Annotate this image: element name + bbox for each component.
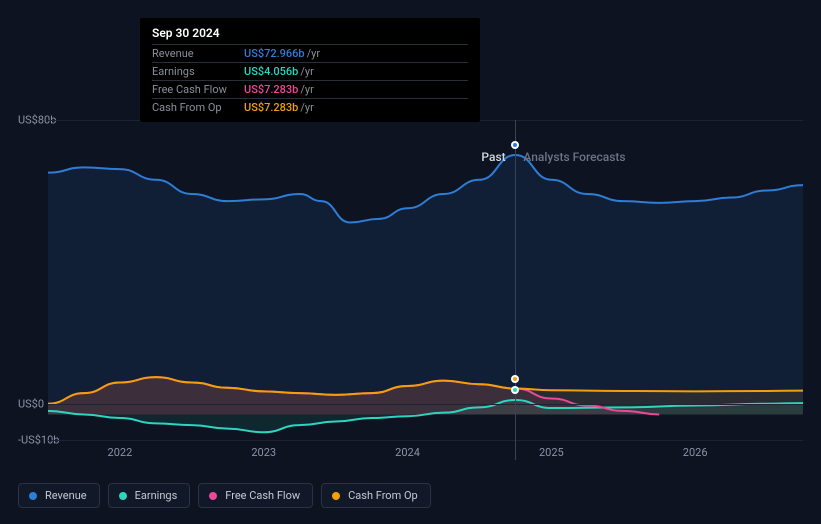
legend-dot-icon xyxy=(332,492,340,500)
past-forecast-divider xyxy=(515,120,516,460)
legend-label: Free Cash Flow xyxy=(225,489,300,502)
marker-earnings xyxy=(511,386,519,394)
legend-dot-icon xyxy=(209,492,217,500)
legend-item-revenue[interactable]: Revenue xyxy=(18,483,100,508)
legend-item-earnings[interactable]: Earnings xyxy=(108,483,191,508)
legend-dot-icon xyxy=(29,492,37,500)
x-axis-label: 2023 xyxy=(251,446,276,459)
legend-item-fcf[interactable]: Free Cash Flow xyxy=(198,483,313,508)
chart-svg xyxy=(18,120,803,460)
chart-area[interactable]: US$80bUS$0-US$10b 20222023202420252026 P… xyxy=(18,120,803,460)
tooltip-row: Free Cash FlowUS$7.283b/yr xyxy=(152,80,468,98)
legend-dot-icon xyxy=(119,492,127,500)
tooltip-row: Cash From OpUS$7.283b/yr xyxy=(152,98,468,116)
chart-legend: Revenue Earnings Free Cash Flow Cash From O… xyxy=(18,483,431,508)
tooltip-row: EarningsUS$4.056b/yr xyxy=(152,62,468,80)
x-axis-label: 2022 xyxy=(108,446,133,459)
chart-tooltip: Sep 30 2024 RevenueUS$72.966b/yrEarnings… xyxy=(140,18,480,122)
tooltip-title: Sep 30 2024 xyxy=(152,26,468,44)
legend-label: Revenue xyxy=(45,489,87,502)
legend-label: Earnings xyxy=(135,489,178,502)
tooltip-row: RevenueUS$72.966b/yr xyxy=(152,44,468,62)
past-label: Past xyxy=(481,150,505,164)
x-axis-label: 2025 xyxy=(539,446,564,459)
legend-item-cfo[interactable]: Cash From Op xyxy=(321,483,431,508)
marker-cfo xyxy=(511,375,519,383)
marker-revenue xyxy=(511,141,519,149)
x-axis-label: 2026 xyxy=(683,446,708,459)
legend-label: Cash From Op xyxy=(348,489,418,502)
forecast-label: Analysts Forecasts xyxy=(523,150,625,164)
x-axis-label: 2024 xyxy=(395,446,420,459)
